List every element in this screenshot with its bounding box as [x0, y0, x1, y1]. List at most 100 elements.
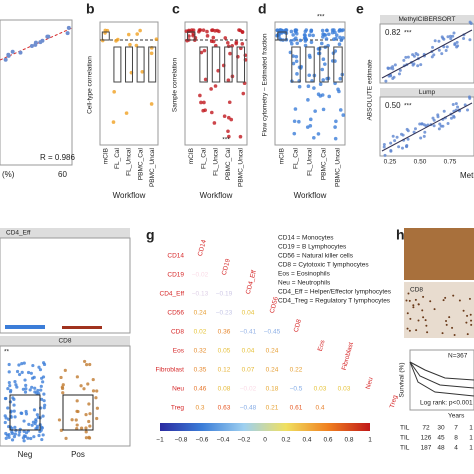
risk-count: 1 [469, 445, 473, 452]
point [41, 375, 46, 379]
point [323, 33, 328, 37]
point [74, 418, 78, 422]
point [389, 141, 393, 145]
n-label: N=367 [448, 353, 468, 360]
axis-label: Survival (%) [399, 362, 406, 397]
point [149, 102, 154, 106]
point [12, 409, 16, 413]
point [91, 377, 95, 382]
cell-value: 0.63 [218, 405, 231, 412]
colorbar-tick: −0.8 [175, 437, 188, 444]
panel-label: b [86, 1, 95, 17]
cell [442, 299, 445, 302]
point [334, 33, 339, 37]
point [211, 39, 216, 44]
cell [426, 331, 429, 334]
row-label: Neu [172, 386, 184, 393]
point [418, 122, 422, 126]
risk-count: 7 [454, 425, 458, 432]
x-tick-label: Pos [71, 450, 85, 459]
point [223, 36, 228, 40]
point [455, 40, 459, 44]
point [34, 419, 38, 423]
cell-value: 0.32 [194, 348, 207, 355]
column-label: Treg [389, 394, 399, 409]
point [383, 153, 387, 157]
x-tick-label: 0.75 [444, 159, 457, 166]
point [226, 115, 231, 120]
point [22, 429, 26, 433]
box [333, 46, 343, 83]
x-tick-label: FL_Cal [200, 147, 207, 169]
point [88, 412, 92, 416]
point [453, 43, 457, 47]
plot-frame [409, 349, 474, 411]
cell [415, 329, 418, 332]
panel-label: h [396, 227, 405, 243]
point [423, 130, 427, 134]
point [436, 113, 440, 117]
risk-label: TIL [400, 445, 410, 452]
point [292, 119, 297, 124]
point [33, 40, 38, 45]
point [203, 77, 208, 82]
column-label: CD4_Eff [245, 269, 258, 295]
point [38, 368, 43, 372]
km-curve [409, 361, 474, 389]
colorbar-tick: 0.8 [344, 437, 353, 444]
risk-count: 8 [454, 435, 458, 442]
risk-count: 126 [421, 435, 432, 442]
image-label: CD8 [410, 287, 423, 294]
point [226, 40, 230, 45]
point [307, 53, 312, 58]
colorbar-tick: 0.4 [302, 437, 311, 444]
point [320, 67, 325, 72]
point [456, 105, 460, 109]
point [43, 403, 47, 407]
point [406, 137, 410, 141]
row-label: CD4_Eff [160, 291, 185, 298]
point [463, 103, 467, 107]
point [14, 383, 18, 387]
point [330, 28, 335, 32]
facet-title: CD8 [58, 338, 71, 345]
cell [433, 308, 436, 311]
point [202, 48, 207, 53]
point [339, 38, 344, 43]
point [36, 388, 40, 393]
risk-count: 45 [437, 435, 445, 442]
row-label: Fibroblast [155, 367, 184, 374]
km-curve [409, 361, 474, 397]
point [22, 439, 26, 443]
point [201, 28, 206, 32]
colorbar-tick: −0.2 [238, 437, 251, 444]
cell [417, 303, 420, 306]
point [7, 433, 11, 437]
point [234, 41, 238, 46]
point [307, 73, 312, 78]
point [338, 35, 342, 40]
point [400, 146, 404, 150]
point [140, 70, 145, 74]
point [29, 371, 33, 375]
point [338, 76, 343, 81]
point [18, 50, 23, 55]
point [28, 388, 32, 392]
cell-value: 0.24 [266, 367, 279, 374]
point [337, 42, 342, 47]
risk-count: 1 [469, 435, 473, 442]
point [20, 362, 24, 366]
plot-frame [0, 237, 131, 334]
point [318, 94, 323, 98]
cell [422, 295, 425, 298]
stain-image [404, 282, 474, 338]
x-tick-label: mCIB [103, 148, 110, 164]
point [293, 28, 298, 32]
point [13, 432, 17, 436]
cell-value: 0.24 [194, 310, 207, 317]
point [4, 431, 8, 436]
point [341, 113, 346, 117]
plot-frame [379, 23, 474, 84]
point [327, 94, 332, 99]
point [4, 436, 8, 440]
